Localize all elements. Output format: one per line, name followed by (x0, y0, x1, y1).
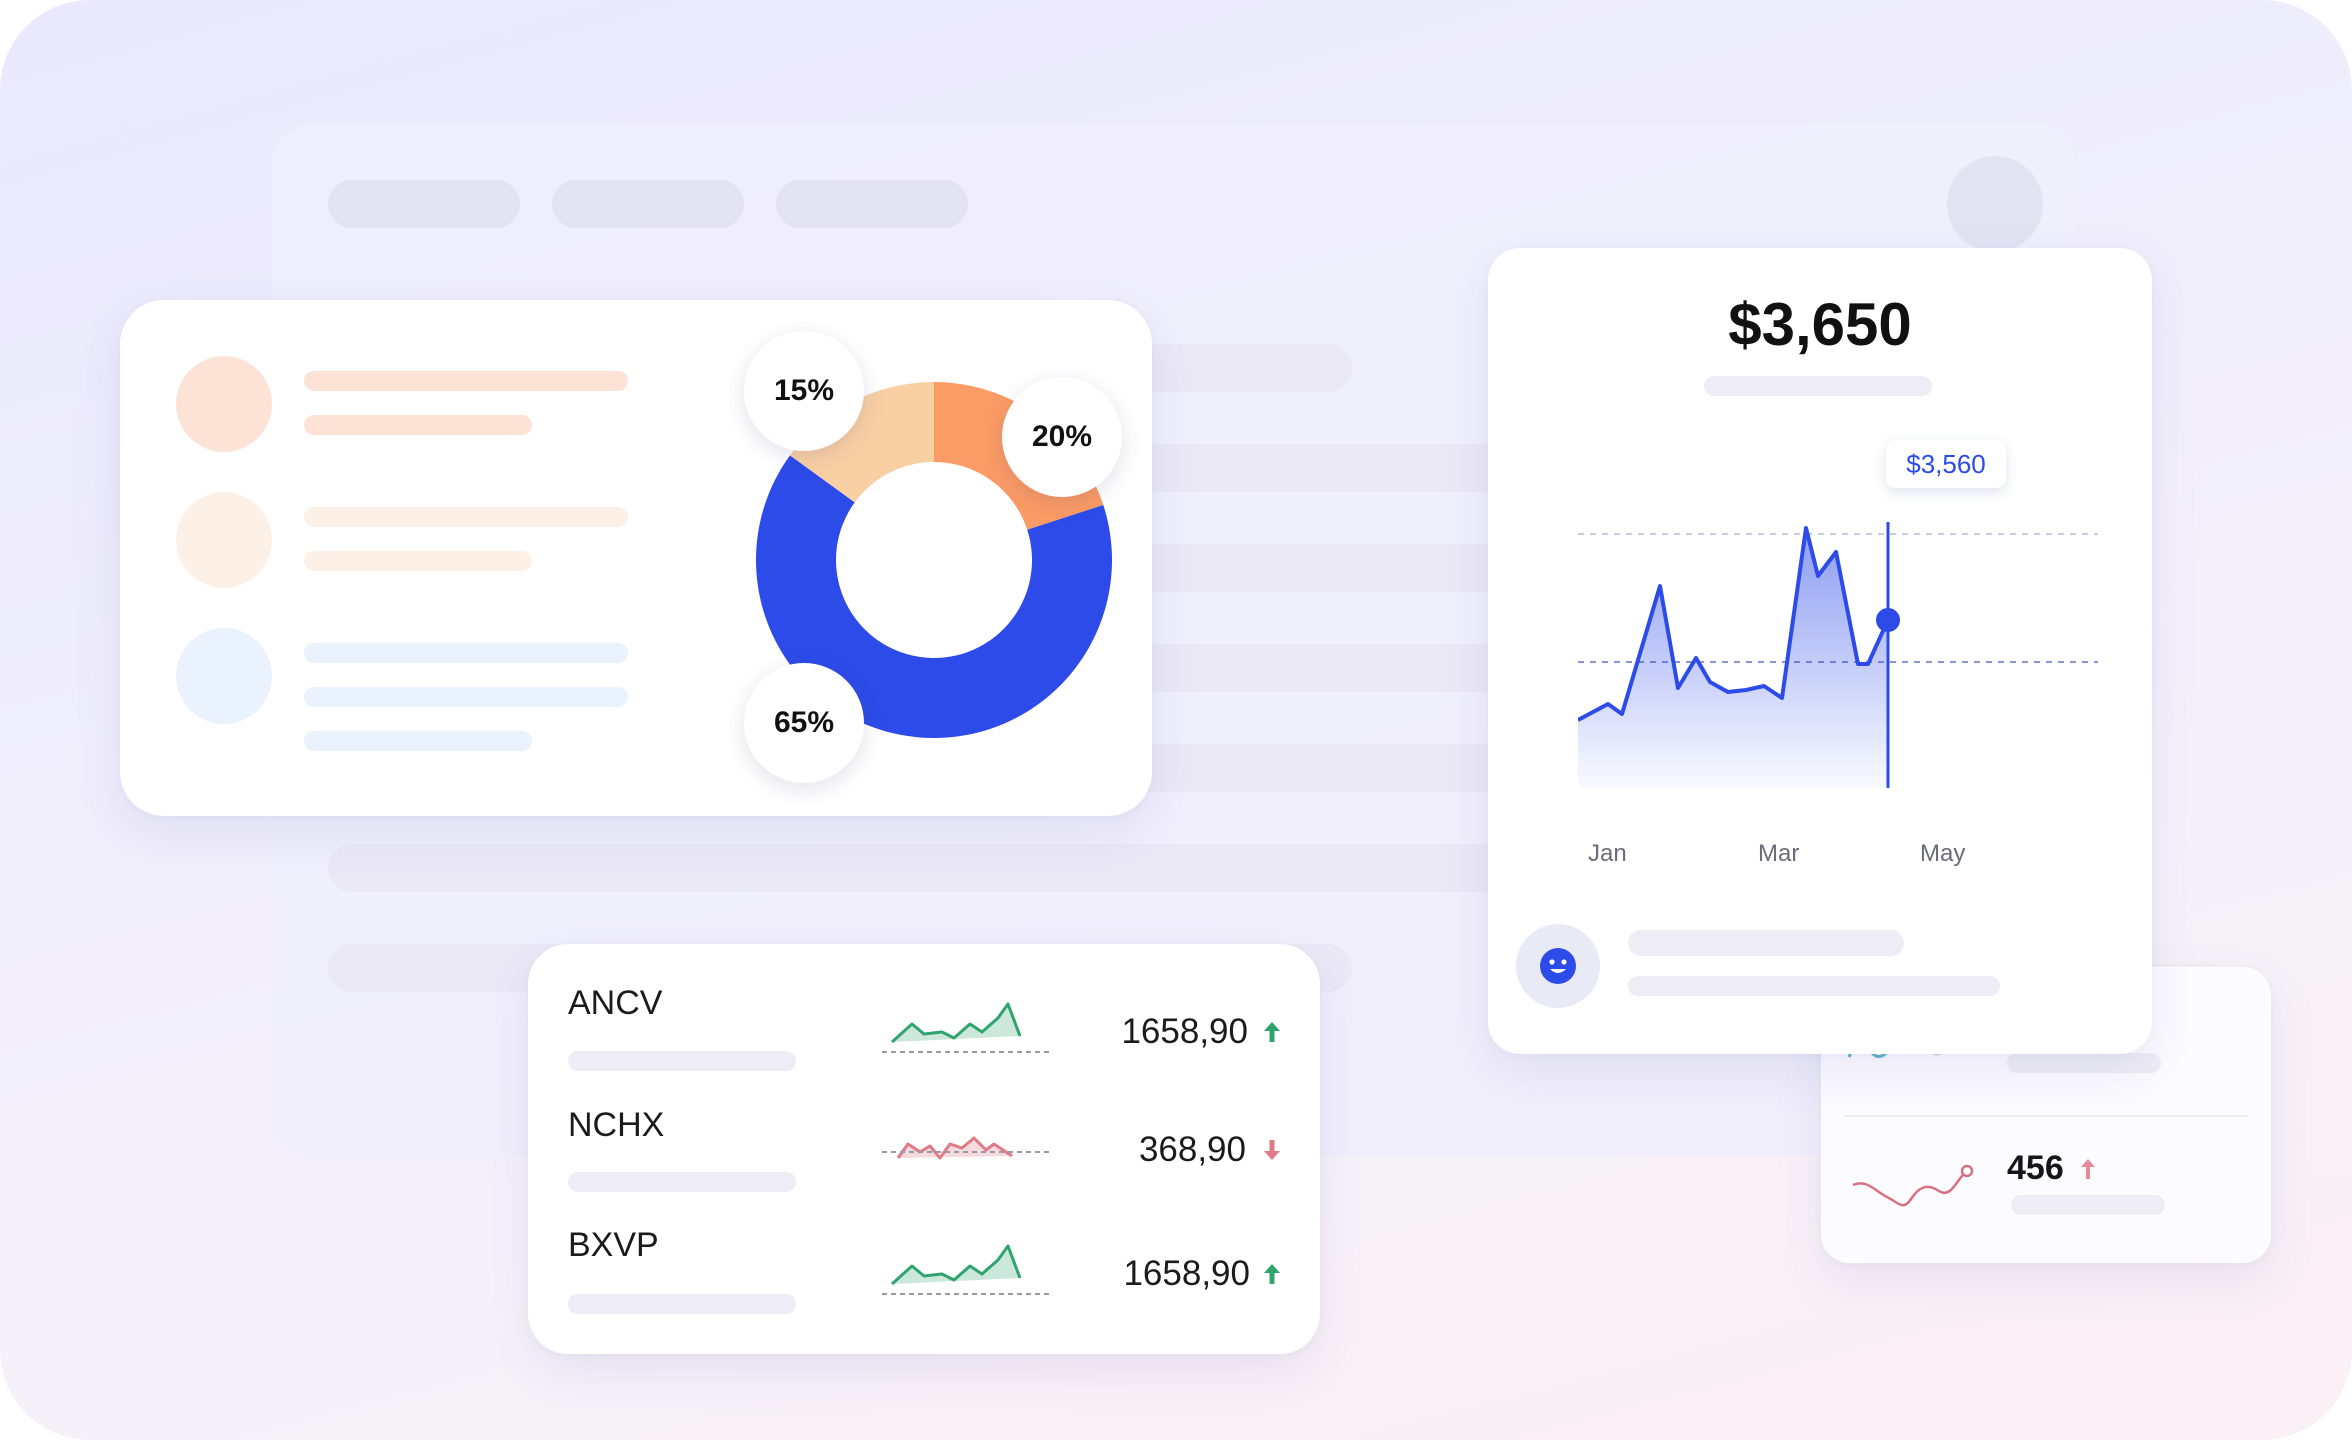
text-placeholder (1628, 930, 1904, 956)
text-placeholder (1704, 376, 1932, 396)
user-avatar[interactable] (1516, 924, 1600, 1008)
cursor-dot[interactable] (1876, 608, 1900, 632)
nav-placeholder (552, 180, 744, 228)
price-card: $3,650 $3,560 Jan Mar May (1488, 248, 2152, 1054)
donut-segment-65[interactable] (756, 455, 1112, 739)
text-placeholder (568, 1051, 796, 1071)
smiley-face-icon (1540, 948, 1576, 984)
price-line (1578, 526, 1890, 722)
text-placeholder (2011, 1195, 2165, 1215)
price-line-chart[interactable] (1578, 518, 2098, 788)
text-placeholder (1628, 976, 2000, 996)
list-avatar (176, 628, 272, 724)
text-placeholder (568, 1294, 796, 1314)
ticker-symbol: NCHX (568, 1106, 665, 1144)
text-placeholder (304, 643, 628, 663)
month-label-mar: Mar (1758, 840, 1800, 867)
donut-card: 15% 20% 65% (120, 300, 1152, 816)
ticker-symbol: BXVP (568, 1226, 659, 1264)
avatar-placeholder (1947, 156, 2043, 252)
nav-placeholder (328, 180, 520, 228)
donut-label-65: 65% (744, 663, 864, 783)
nav-placeholder (776, 180, 968, 228)
donut-label-20: 20% (1002, 377, 1122, 497)
month-label-jan: Jan (1588, 840, 1627, 867)
text-placeholder (304, 551, 532, 571)
text-placeholder (304, 371, 628, 391)
text-placeholder (304, 415, 532, 435)
ticker-value: 1658,90 (1123, 1254, 1250, 1293)
mini-red-sparkline (1852, 1164, 1974, 1207)
ticker-value: 368,90 (1138, 1130, 1246, 1169)
month-label-may: May (1920, 840, 1966, 867)
area-fill (1578, 528, 1888, 788)
text-placeholder (2007, 1053, 2161, 1073)
ticker-value: 1658,90 (1121, 1012, 1248, 1051)
text-placeholder (304, 687, 628, 707)
arrow-down-icon (1264, 1140, 1280, 1160)
arrow-up-icon (2081, 1159, 2095, 1179)
text-placeholder (304, 507, 628, 527)
ticker-sparkline (882, 1244, 1052, 1295)
text-placeholder (568, 1172, 796, 1192)
ticker-card: ANCV 1658,90 NCHX 368,90 BXVP (528, 944, 1320, 1354)
price-tooltip: $3,560 (1886, 440, 2006, 488)
list-avatar (176, 356, 272, 452)
ticker-sparkline (882, 1002, 1052, 1053)
list-avatar (176, 492, 272, 588)
ticker-sparkline (882, 1136, 1052, 1160)
mini-stat-value: 456 (2007, 1149, 2064, 1187)
ticker-symbol: ANCV (568, 984, 663, 1022)
donut-label-15: 15% (744, 331, 864, 451)
divider (1845, 1115, 2247, 1117)
arrow-up-icon (1264, 1264, 1280, 1284)
donut-segment-15[interactable] (789, 382, 934, 503)
price-total: $3,650 (1728, 291, 1912, 358)
arrow-up-icon (1264, 1022, 1280, 1042)
text-placeholder (304, 731, 532, 751)
